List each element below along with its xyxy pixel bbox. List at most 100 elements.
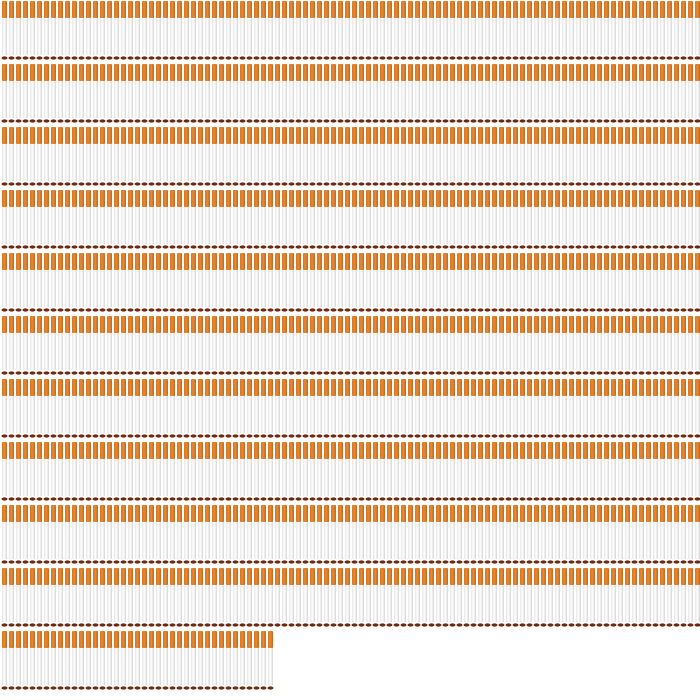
cigarette-paper xyxy=(128,647,133,685)
cigarette-shadow xyxy=(540,623,547,627)
cigarette-filter xyxy=(422,127,427,144)
cigarette-shadow xyxy=(533,371,540,375)
cigarette-shadow xyxy=(169,119,176,123)
cigarette-paper xyxy=(401,143,406,181)
cigarette-shadow xyxy=(337,623,344,627)
cigarette xyxy=(218,505,225,564)
cigarette-shadow xyxy=(687,560,694,564)
cigarette-filter xyxy=(499,568,504,585)
cigarette-filter xyxy=(583,379,588,396)
cigarette-filter xyxy=(331,127,336,144)
cigarette xyxy=(596,568,603,627)
cigarette-paper xyxy=(331,206,336,244)
cigarette xyxy=(652,190,659,249)
cigarette-paper xyxy=(380,521,385,559)
cigarette xyxy=(456,442,463,501)
cigarette-shadow xyxy=(239,434,246,438)
cigarette-filter xyxy=(583,316,588,333)
cigarette xyxy=(106,127,113,186)
cigarette xyxy=(71,568,78,627)
cigarette-paper xyxy=(338,17,343,55)
cigarette-shadow xyxy=(435,119,442,123)
cigarette-paper xyxy=(296,206,301,244)
cigarette-filter xyxy=(457,442,462,459)
cigarette xyxy=(225,631,232,690)
cigarette-paper xyxy=(485,17,490,55)
cigarette-paper xyxy=(135,269,140,307)
cigarette-filter xyxy=(282,568,287,585)
cigarette-filter xyxy=(352,127,357,144)
cigarette-paper xyxy=(72,332,77,370)
cigarette-paper xyxy=(226,143,231,181)
cigarette-filter xyxy=(450,442,455,459)
cigarette-paper xyxy=(513,458,518,496)
cigarette-filter xyxy=(149,190,154,207)
cigarette-paper xyxy=(44,395,49,433)
cigarette-filter xyxy=(352,253,357,270)
cigarette-shadow xyxy=(183,308,190,312)
cigarette-shadow xyxy=(428,434,435,438)
cigarette-filter xyxy=(142,631,147,648)
cigarette-paper xyxy=(541,143,546,181)
cigarette-filter xyxy=(674,190,679,207)
cigarette-shadow xyxy=(575,56,582,60)
cigarette-filter xyxy=(107,1,112,18)
cigarette-paper xyxy=(506,395,511,433)
cigarette-filter xyxy=(604,379,609,396)
cigarette-filter xyxy=(261,127,266,144)
cigarette-shadow xyxy=(337,371,344,375)
cigarette-paper xyxy=(261,395,266,433)
cigarette xyxy=(344,64,351,123)
cigarette xyxy=(533,127,540,186)
cigarette xyxy=(547,568,554,627)
cigarette-shadow xyxy=(645,497,652,501)
cigarette-paper xyxy=(576,458,581,496)
cigarette-filter xyxy=(16,316,21,333)
cigarette-paper xyxy=(219,458,224,496)
cigarette-paper xyxy=(9,458,14,496)
cigarette-paper xyxy=(30,143,35,181)
cigarette-paper xyxy=(632,395,637,433)
cigarette-filter xyxy=(72,64,77,81)
cigarette xyxy=(302,127,309,186)
cigarette-shadow xyxy=(624,497,631,501)
cigarette-shadow xyxy=(645,434,652,438)
cigarette-shadow xyxy=(15,56,22,60)
cigarette xyxy=(106,316,113,375)
cigarette-shadow xyxy=(344,434,351,438)
cigarette-filter xyxy=(30,316,35,333)
cigarette-filter xyxy=(324,316,329,333)
cigarette-shadow xyxy=(78,560,85,564)
cigarette-shadow xyxy=(85,56,92,60)
cigarette-paper xyxy=(149,80,154,118)
cigarette-filter xyxy=(149,1,154,18)
cigarette xyxy=(218,190,225,249)
cigarette-paper xyxy=(352,458,357,496)
cigarette-filter xyxy=(51,316,56,333)
cigarette-paper xyxy=(660,395,665,433)
cigarette-shadow xyxy=(428,560,435,564)
cigarette-filter xyxy=(464,64,469,81)
cigarette-shadow xyxy=(477,182,484,186)
cigarette-paper xyxy=(338,458,343,496)
cigarette-filter xyxy=(156,253,161,270)
cigarette-filter xyxy=(450,190,455,207)
cigarette xyxy=(197,127,204,186)
cigarette-filter xyxy=(79,127,84,144)
cigarette-paper xyxy=(128,17,133,55)
cigarette-filter xyxy=(401,253,406,270)
cigarette-filter xyxy=(548,1,553,18)
cigarette xyxy=(533,568,540,627)
cigarette-shadow xyxy=(337,308,344,312)
cigarette-shadow xyxy=(204,182,211,186)
cigarette-shadow xyxy=(162,182,169,186)
cigarette-shadow xyxy=(8,371,15,375)
cigarette xyxy=(428,253,435,312)
cigarette-filter xyxy=(660,190,665,207)
cigarette-shadow xyxy=(288,182,295,186)
cigarette-filter xyxy=(156,64,161,81)
cigarette-shadow xyxy=(120,182,127,186)
cigarette-shadow xyxy=(267,497,274,501)
cigarette-shadow xyxy=(148,56,155,60)
cigarette xyxy=(421,1,428,60)
